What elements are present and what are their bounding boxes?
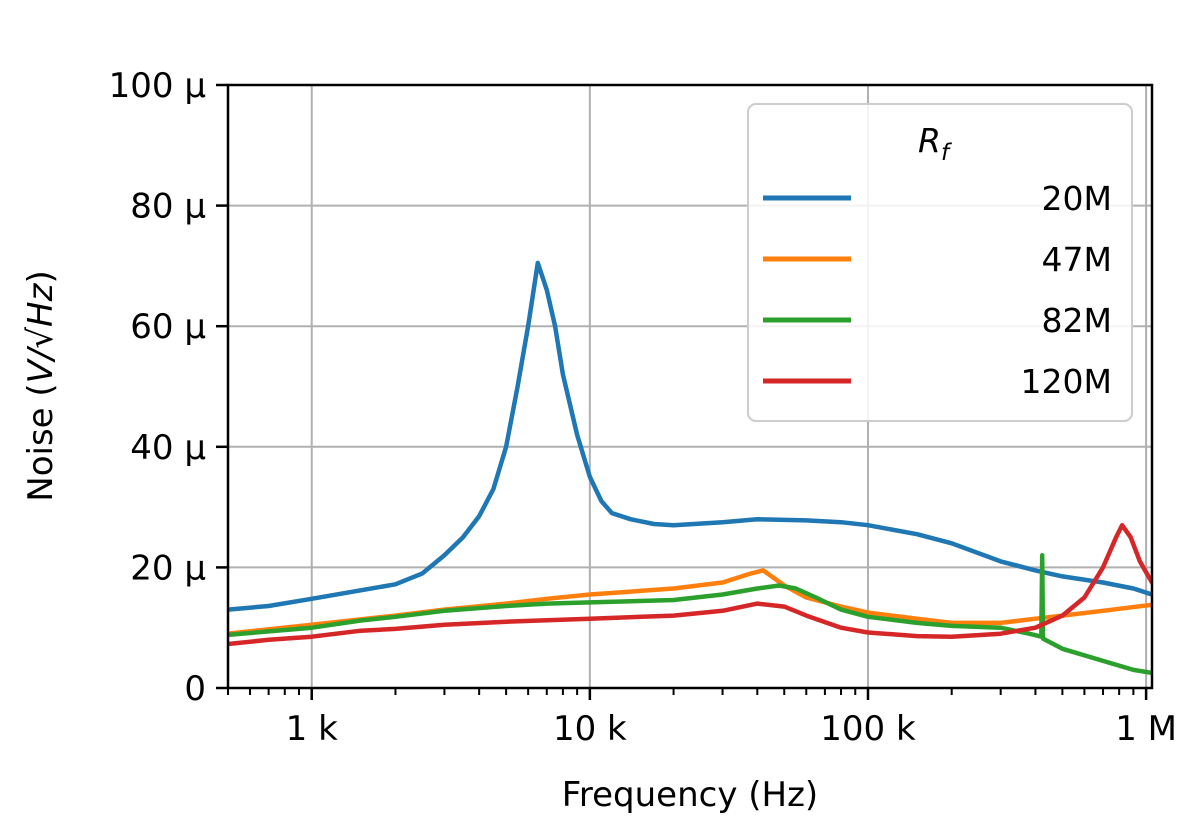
y-tick-label: 0 (184, 669, 206, 709)
y-tick-label: 100 μ (109, 66, 206, 106)
series-line-82M (228, 553, 1152, 676)
legend-label: 82M (1042, 301, 1112, 340)
series-lines (228, 260, 1152, 676)
y-axis-title: Noise (V/√Hz) (21, 270, 61, 501)
legend-box (747, 103, 1133, 422)
legend-items: 20M 47M 82M 120M (763, 179, 1112, 401)
x-axis-title: Frequency (Hz) (562, 775, 818, 815)
x-tick-label: 10 k (553, 709, 627, 749)
legend-label: 47M (1042, 240, 1112, 279)
y-tick-label: 40 μ (130, 428, 206, 468)
y-tick-label: 60 μ (130, 307, 206, 347)
x-tick-label: 100 k (820, 709, 916, 749)
y-axis-ticks: 0 20 μ 40 μ 60 μ 80 μ 100 μ (109, 66, 228, 709)
legend-label: 20M (1042, 179, 1112, 218)
series-line-20M (228, 260, 1152, 612)
series-line-47M (228, 568, 1152, 636)
y-tick-label: 20 μ (130, 548, 206, 588)
legend: Rf 20M 47M 82M 120M (747, 103, 1133, 422)
plot-frame (226, 83, 1154, 690)
x-tick-label: 1 M (1115, 709, 1177, 749)
series-line-120M (228, 522, 1152, 647)
x-tick-label: 1 k (286, 709, 338, 749)
legend-label: 120M (1021, 362, 1112, 401)
y-tick-label: 80 μ (130, 187, 206, 227)
legend-title: Rf (918, 121, 952, 166)
x-axis-ticks: 1 k 10 k 100 k 1 M (227, 688, 1177, 749)
